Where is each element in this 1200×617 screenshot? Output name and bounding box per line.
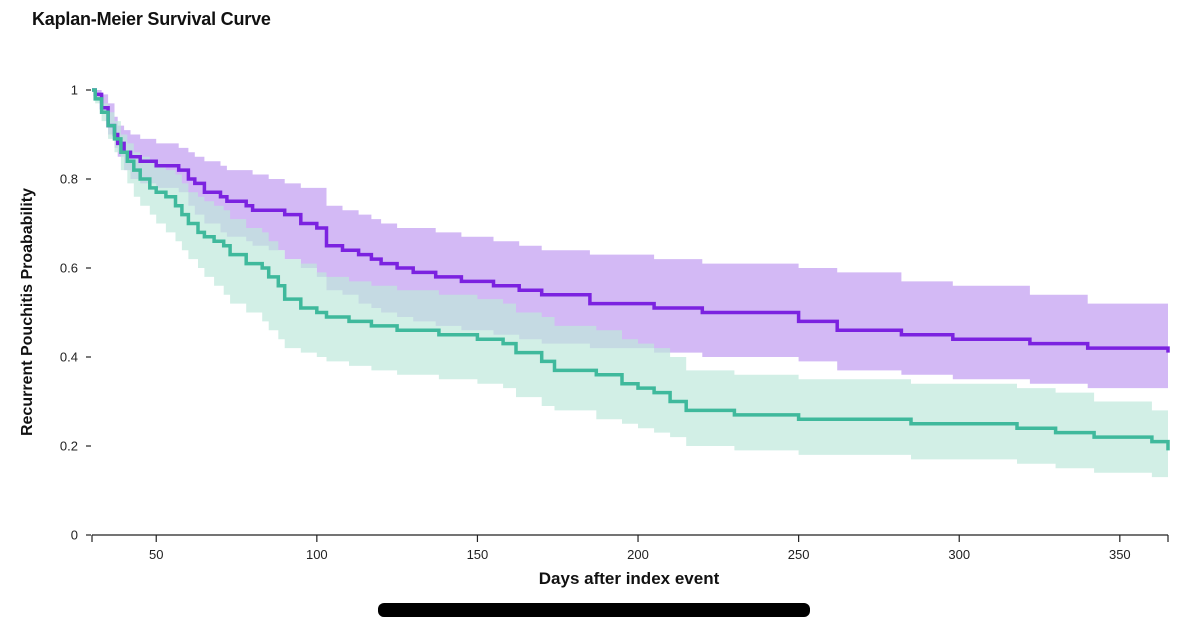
y-axis-label: Recurrent Pouchitis Proabability: [19, 188, 36, 436]
confidence-band-1: [92, 90, 1168, 393]
survival-line-1: [92, 88, 1170, 353]
x-tick-label: 100: [306, 547, 328, 562]
survival-lines: [92, 88, 1170, 451]
confidence-band-2: [92, 90, 1168, 482]
survival-line-2: [92, 88, 1170, 451]
x-axis-label: Days after index event: [539, 569, 720, 588]
x-tick-label: 50: [149, 547, 163, 562]
confidence-bands: [92, 90, 1168, 482]
y-tick-label: 0.2: [60, 439, 78, 454]
y-tick-label: 0: [71, 528, 78, 543]
x-tick-label: 200: [627, 547, 649, 562]
home-indicator: [378, 603, 810, 617]
x-tick-label: 300: [948, 547, 970, 562]
x-tick-label: 350: [1109, 547, 1131, 562]
y-tick-label: 1: [71, 83, 78, 98]
y-tick-label: 0.6: [60, 261, 78, 276]
y-tick-label: 0.8: [60, 172, 78, 187]
x-tick-label: 150: [467, 547, 489, 562]
y-tick-label: 0.4: [60, 350, 78, 365]
chart-title: Kaplan-Meier Survival Curve: [32, 9, 271, 29]
axes: 50 100 150 200 250 300 350 0 0.2 0.4 0.6 0.8 1: [60, 83, 1169, 562]
x-tick-label: 250: [788, 547, 810, 562]
